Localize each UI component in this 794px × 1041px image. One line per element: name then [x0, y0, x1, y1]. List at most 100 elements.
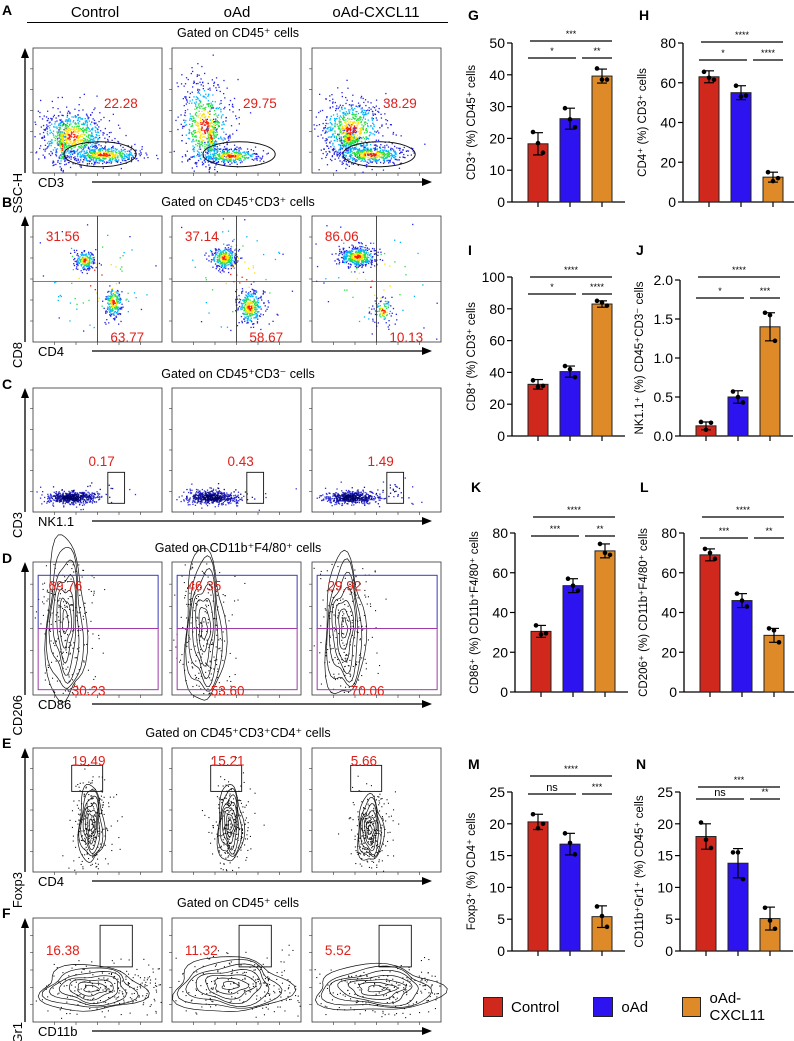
event-dot	[124, 158, 126, 160]
event-dot	[108, 156, 110, 158]
event-dot	[386, 154, 388, 156]
event-dot	[391, 143, 393, 145]
event-dot	[209, 153, 212, 155]
event-dot	[256, 303, 259, 306]
event-dot	[229, 137, 231, 139]
event-dot	[74, 260, 76, 263]
event-dot	[184, 110, 187, 112]
event-dot	[200, 119, 202, 122]
event-dot	[326, 116, 328, 119]
event-dot	[223, 151, 225, 153]
event-dot	[105, 310, 107, 312]
event-dot	[390, 157, 392, 159]
event-dot	[62, 121, 64, 123]
event-dot	[218, 107, 221, 109]
event-dot	[85, 129, 87, 131]
event-dot	[251, 313, 253, 315]
event-dot	[325, 151, 327, 153]
event-dot	[363, 150, 365, 152]
event-dot	[229, 134, 231, 136]
panel-letter-a: A	[2, 2, 13, 18]
event-dot	[44, 129, 46, 131]
event-dot	[90, 159, 93, 161]
event-dot	[91, 152, 93, 155]
event-dot	[205, 157, 208, 159]
event-dot	[233, 149, 235, 151]
event-dot	[365, 128, 367, 130]
event-dot	[51, 123, 53, 125]
event-dot	[122, 306, 124, 308]
event-dot	[217, 254, 219, 257]
event-dot	[185, 77, 188, 79]
event-dot	[349, 133, 351, 135]
event-dot	[354, 148, 356, 151]
event-dot	[45, 116, 48, 118]
event-dot	[366, 143, 368, 145]
event-dot	[230, 329, 232, 332]
event-dot	[77, 122, 79, 124]
event-dot	[72, 131, 75, 133]
event-dot	[195, 143, 197, 146]
event-dot	[245, 291, 247, 293]
event-dot	[81, 155, 83, 157]
event-dot	[197, 142, 199, 144]
event-dot	[340, 139, 343, 141]
event-dot	[208, 260, 210, 262]
event-dot	[208, 125, 211, 127]
event-dot	[324, 132, 326, 134]
event-dot	[74, 146, 76, 148]
event-dot	[376, 148, 378, 150]
event-dot	[208, 148, 210, 150]
event-dot	[117, 140, 119, 143]
event-dot	[234, 260, 236, 263]
event-dot	[350, 126, 352, 128]
event-dot	[85, 257, 87, 259]
event-dot	[78, 151, 80, 154]
event-dot	[212, 155, 214, 157]
event-dot	[59, 131, 61, 133]
event-dot	[42, 137, 44, 139]
event-dot	[110, 161, 113, 163]
event-dot	[222, 270, 224, 272]
event-dot	[79, 156, 81, 158]
event-dot	[385, 119, 387, 121]
event-dot	[203, 129, 205, 132]
event-dot	[379, 150, 381, 152]
event-dot	[217, 107, 220, 110]
event-dot	[83, 129, 85, 131]
event-dot	[95, 148, 97, 150]
event-dot	[195, 121, 197, 123]
event-dot	[114, 157, 116, 159]
event-dot	[113, 301, 115, 303]
event-dot	[207, 105, 210, 107]
event-dot	[351, 124, 353, 126]
event-dot	[86, 268, 89, 270]
event-dot	[375, 117, 377, 119]
event-dot	[35, 152, 37, 154]
event-dot	[146, 294, 148, 296]
event-dot	[378, 107, 380, 110]
event-dot	[111, 149, 113, 151]
event-dot	[59, 123, 61, 125]
event-dot	[342, 129, 344, 132]
event-dot	[380, 144, 382, 146]
event-dot	[106, 153, 108, 156]
event-dot	[122, 158, 125, 160]
event-dot	[109, 295, 111, 297]
event-dot	[207, 122, 209, 125]
event-dot	[229, 261, 232, 264]
event-dot	[220, 155, 222, 157]
group-header-control: Control	[70, 4, 120, 21]
event-dot	[278, 252, 281, 255]
event-dot	[230, 160, 232, 163]
event-dot	[375, 154, 377, 157]
event-dot	[91, 258, 93, 260]
event-dot	[100, 145, 102, 147]
event-dot	[90, 138, 92, 140]
event-dot	[121, 159, 123, 161]
event-dot	[227, 247, 230, 249]
event-dot	[121, 153, 123, 155]
event-dot	[345, 137, 347, 139]
event-dot	[339, 119, 341, 121]
event-dot	[210, 136, 212, 138]
